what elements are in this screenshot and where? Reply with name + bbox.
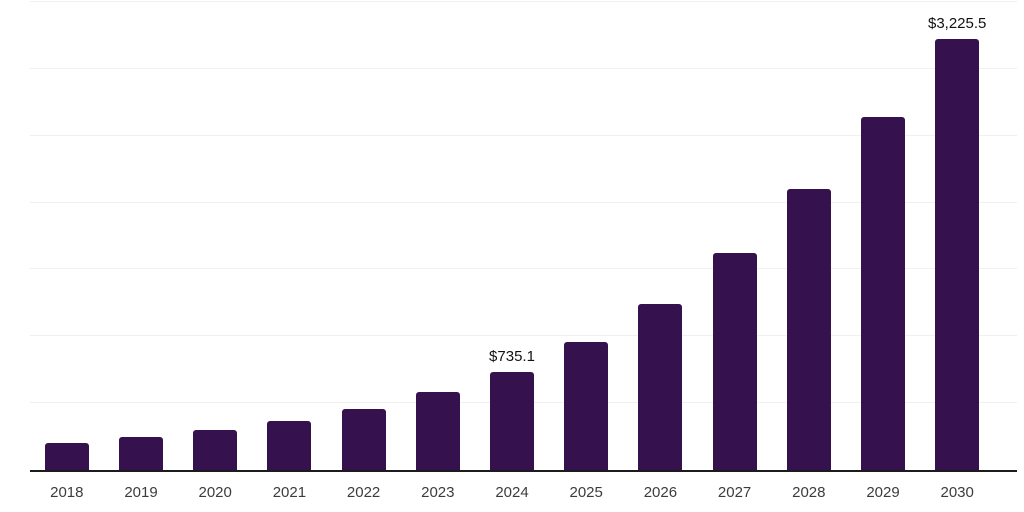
gridline-2000 <box>30 201 1017 203</box>
x-tick-label-2025: 2025 <box>569 484 603 501</box>
bar-2018 <box>44 443 89 470</box>
x-tick-label-2030: 2030 <box>940 484 974 501</box>
bar-2026 <box>638 304 683 470</box>
bar-2021 <box>267 421 312 470</box>
gridline-1000 <box>30 335 1017 337</box>
x-tick-label-2028: 2028 <box>792 484 826 501</box>
x-tick-label-2027: 2027 <box>717 484 752 501</box>
plot-area: $735.1 $3,225.5 <box>30 1 1017 472</box>
gridline-3000 <box>30 67 1017 69</box>
x-tick-label-2019: 2019 <box>124 484 158 501</box>
data-label-2030: $3,225.5 <box>927 15 987 33</box>
x-tick-label-2029: 2029 <box>866 484 900 501</box>
x-tick-label-2023: 2023 <box>421 484 455 501</box>
x-tick-label-2024: 2024 <box>495 484 529 501</box>
x-tick-label-2026: 2026 <box>643 484 678 501</box>
bar-2027 <box>712 253 757 470</box>
x-tick-label-2018: 2018 <box>50 484 84 501</box>
bar-2028 <box>786 189 831 470</box>
bar-2023 <box>415 392 460 470</box>
bar-2022 <box>341 409 386 470</box>
bar-2025 <box>564 342 609 470</box>
data-label-2024: $735.1 <box>489 348 535 366</box>
bar-2029 <box>861 117 905 470</box>
bar-2024 <box>490 371 534 470</box>
x-tick-label-2022: 2022 <box>346 484 381 501</box>
bar-2030 <box>935 38 980 470</box>
x-tick-label-2021: 2021 <box>272 484 307 501</box>
gridline-1500 <box>30 268 1017 270</box>
bar-2019 <box>119 437 163 470</box>
x-tick-label-2020: 2020 <box>198 484 232 501</box>
gridline-2500 <box>30 134 1017 136</box>
gridline-3500 <box>30 1 1017 2</box>
bar-2020 <box>193 430 238 470</box>
x-axis: 2018 2019 2020 2021 2022 2023 2024 2025 2026 2027… <box>30 472 1017 508</box>
